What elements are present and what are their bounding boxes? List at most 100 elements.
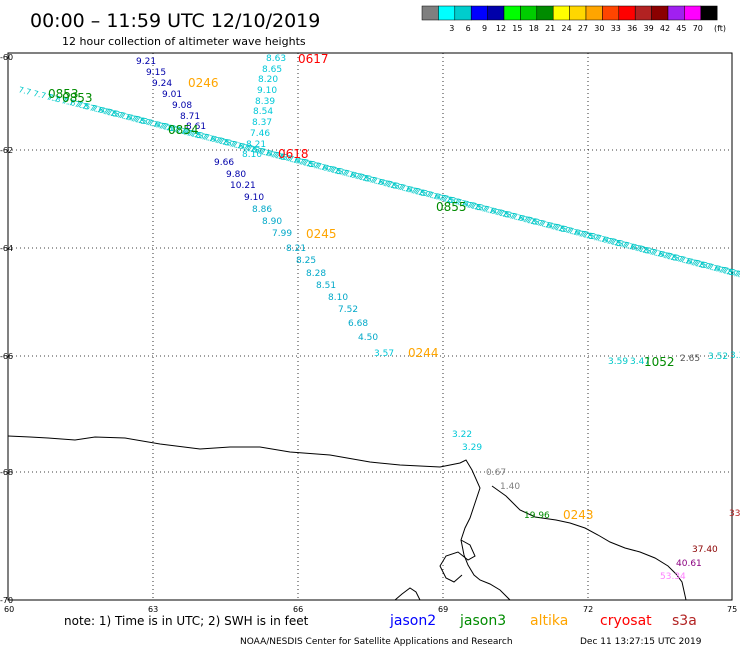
swh-value: 8.86 [252,205,272,215]
lat-axis: -60 -62 -64 -66 -68 -70 [0,53,13,605]
colorbar-tick-label: 6 [466,24,471,33]
colorbar-tick-label: 33 [611,24,621,33]
gridlines [8,53,732,600]
colorbar-swatch [552,5,570,21]
colorbar-swatch [684,5,702,21]
colorbar-swatch [618,5,636,21]
lon-tick-label: 69 [438,605,448,614]
colorbar-tick-label: 9 [482,24,487,33]
colorbar-tick-label: 39 [644,24,654,33]
pass-time: 0855 [436,200,467,214]
map-frame [7,52,733,601]
pass-time: 0618 [278,147,309,161]
swh-value: 40.61 [676,559,702,569]
swh-value: 9.66 [214,158,234,168]
lon-tick-label: 72 [583,605,593,614]
pass-time: 0245 [306,227,337,241]
swh-value: 8.63 [266,54,286,64]
track-east: 3.59 3.47 2.65 3.52 3.3 [608,351,740,367]
lat-tick-label: -70 [0,596,13,605]
swh-value: 3.22 [452,430,472,440]
colorbar-swatch [667,5,685,21]
colorbar-unit: (ft) [714,24,726,33]
colorbar-tick-label: 12 [496,24,506,33]
colorbar-tick-label: 18 [529,24,539,33]
swh-value: 8.20 [258,75,278,85]
sat-name-cryosat: cryosat [600,613,652,629]
footer-note: note: 1) Time is in UTC; 2) SWH is in fe… [64,614,309,628]
coastline-loop [439,539,476,583]
swh-value: 8.25 [296,256,316,266]
sat-name-jason3: jason3 [459,613,506,629]
swh-value: 8.10 [328,293,348,303]
lon-tick-label: 75 [727,605,737,614]
swh-value: 3.59 [608,357,628,367]
swh-value: 8.10 [242,150,262,160]
lon-tick-label: 66 [293,605,303,614]
colorbar-swatch [536,5,554,21]
swh-value: 9.10 [257,86,277,96]
swh-value: 8.71 [180,112,200,122]
lat-tick-label: -66 [0,352,13,361]
swh-value: 3.3 [730,351,740,361]
pass-times: 0853 0853 0246 0617 0854 0618 0855 0245 … [48,52,675,522]
swh-value: 7.46 [250,129,270,139]
antarctic-coastline [7,435,511,601]
pass-time: 1052 [644,355,675,369]
track-cryosat: 8.638.658.209.108.398.548.377.468.218.10 [242,54,286,160]
colorbar-swatch [602,5,620,21]
swh-value: 3.52 [708,352,728,362]
pass-time: 0244 [408,346,439,360]
lon-tick-label: 60 [4,605,14,614]
colorbar-tick-label: 30 [594,24,604,33]
colorbar-swatch [421,5,439,21]
lon-axis: 60 63 66 69 72 75 [4,605,737,614]
map-title: 00:00 – 11:59 UTC 12/10/2019 [30,10,320,32]
swh-value: 6.68 [348,319,368,329]
pass-time: 0853 [62,91,93,105]
swh-value: 37.40 [692,545,718,555]
lat-tick-label: -60 [0,53,13,62]
lat-tick-label: -64 [0,244,13,253]
pass-time: 0853 [48,87,79,101]
track-long-diagonal: 7.7 7.7 7.8 7.6 7.5 7.4 7.37.7 7.7 7.8 7… [18,85,740,299]
swh-value: 8.21 [246,140,266,150]
swh-value: 3.47 [630,357,650,367]
colorbar-tick-label: 36 [627,24,637,33]
pass-time: 0854 [168,123,199,137]
satellite-legend: jason2 jason3 altika cryosat s3a [389,613,697,629]
colorbar-tick-label: 45 [676,24,686,33]
map-subtitle: 12 hour collection of altimeter wave hei… [62,35,306,48]
sat-name-s3a: s3a [672,613,697,629]
swh-value: 4.50 [358,333,378,343]
sat-name-jason2: jason2 [389,613,436,629]
colorbar-legend: 3 6 9 12 15 18 21 24 27 30 33 36 39 42 45 70 [421,5,718,33]
colorbar-swatch [700,5,718,21]
footer-credit: NOAA/NESDIS Center for Satellite Applica… [240,637,513,647]
sat-name-altika: altika [530,613,568,629]
swh-value: 3.57 [374,349,394,359]
colorbar-tick-label: 21 [545,24,555,33]
track-altika: 9.219.159.249.019.088.718.61 9.66 9.8010.2… [136,57,394,359]
swh-value: 33 [729,509,740,519]
colorbar-tick-label: 27 [578,24,588,33]
swh-value-cluster: 7.7 7.7 7.8 7.6 7.5 7.4 7.3 [718,265,740,299]
swh-value: 9.24 [152,79,172,89]
swh-value: 8.21 [286,244,306,254]
swh-value: 9.21 [136,57,156,67]
coastline-inlet [491,485,687,601]
swh-value: 9.15 [146,68,166,78]
footer-timestamp: Dec 11 13:27:15 UTC 2019 [580,637,702,647]
swh-value: 9.01 [162,90,182,100]
colorbar-swatch [520,5,538,21]
swh-value: 19.96 [524,511,550,521]
pass-time: 0243 [563,508,594,522]
lon-tick-label: 63 [148,605,158,614]
swh-value: 8.54 [253,107,273,117]
swh-value: 2.65 [680,354,700,364]
pass-time: 0246 [188,76,219,90]
swh-value: 10.21 [230,181,256,191]
colorbar-tick-label: 70 [693,24,703,33]
colorbar-swatch [651,5,669,21]
